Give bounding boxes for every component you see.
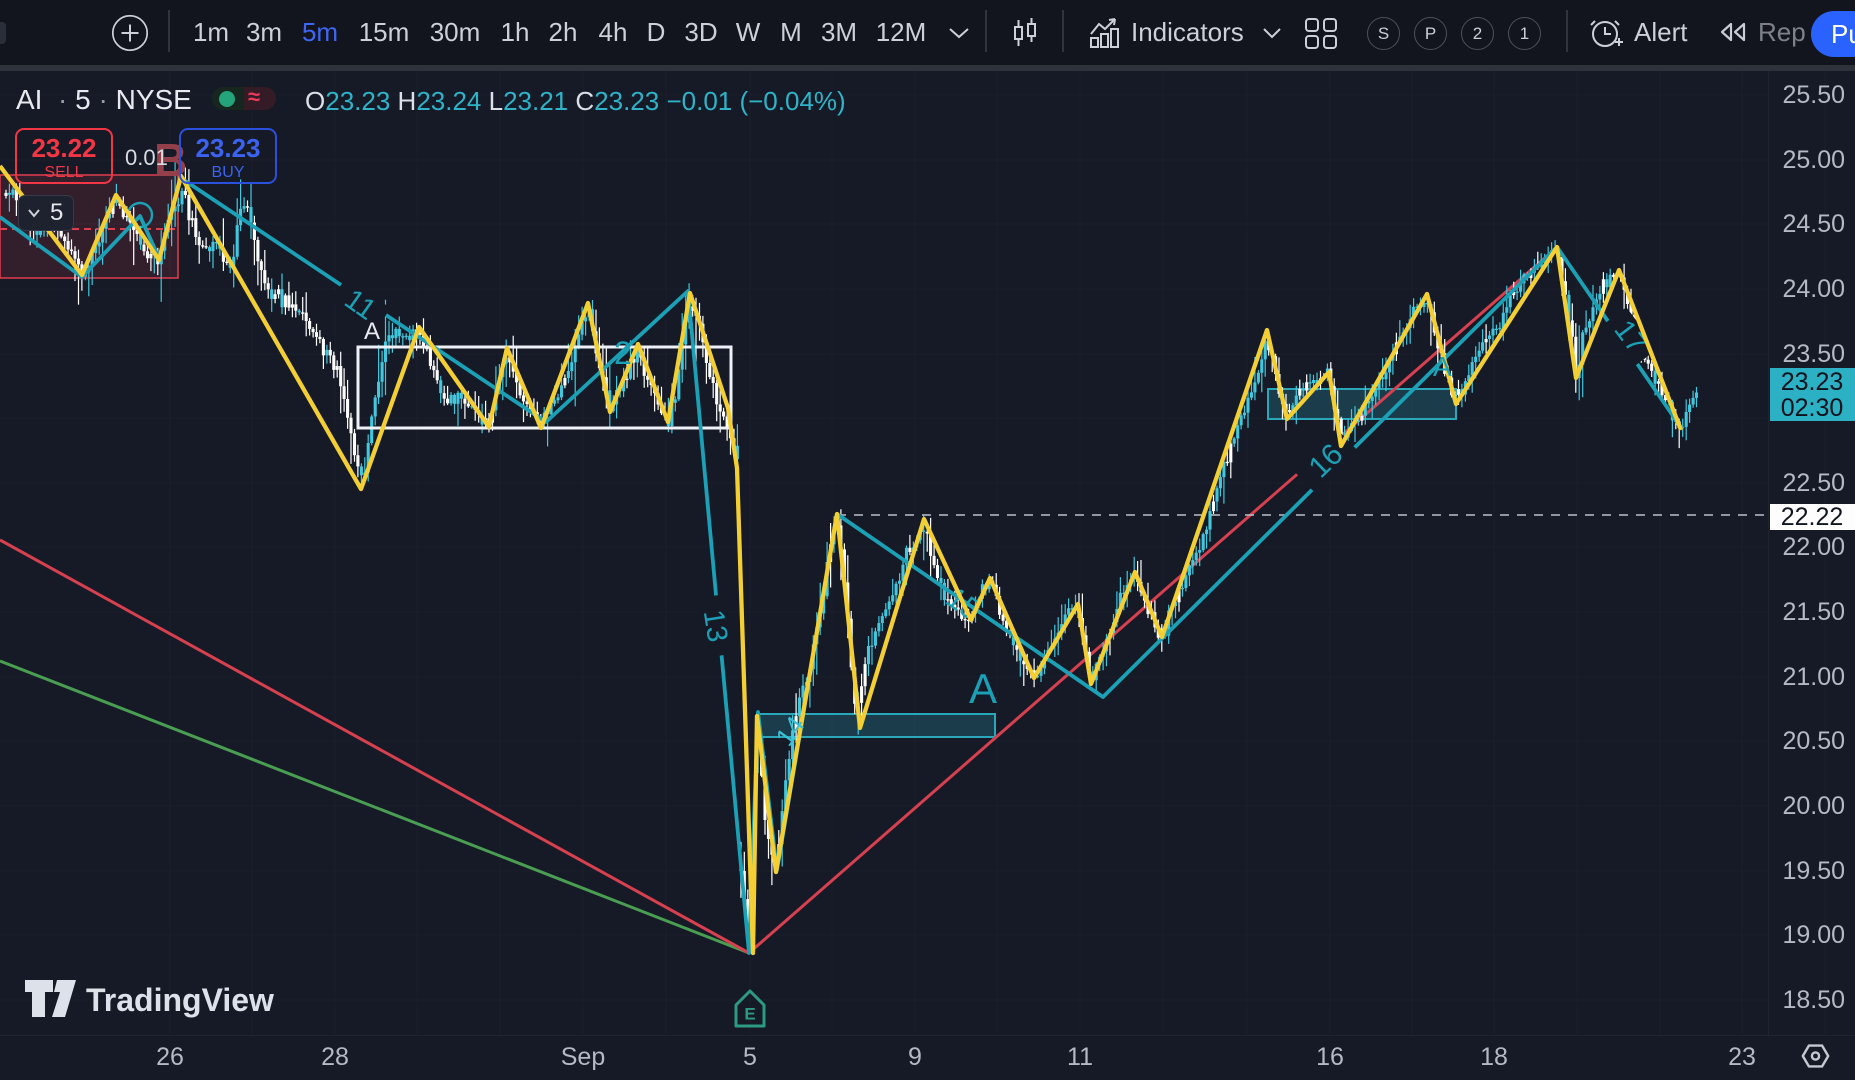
svg-text:16: 16 <box>1316 1043 1344 1071</box>
svg-text:22.00: 22.00 <box>1782 533 1845 561</box>
svg-text:25.00: 25.00 <box>1782 146 1845 174</box>
svg-text:24.00: 24.00 <box>1782 275 1845 303</box>
svg-text:TradingView: TradingView <box>86 982 274 1018</box>
svg-text:2: 2 <box>614 335 632 371</box>
svg-text:Sep: Sep <box>561 1043 605 1071</box>
svg-text:19.00: 19.00 <box>1782 921 1845 949</box>
svg-text:20.50: 20.50 <box>1782 727 1845 755</box>
svg-text:18.50: 18.50 <box>1782 986 1845 1014</box>
svg-text:23.50: 23.50 <box>1782 340 1845 368</box>
svg-text:11: 11 <box>1067 1043 1093 1071</box>
svg-text:5: 5 <box>743 1043 757 1071</box>
svg-text:20.00: 20.00 <box>1782 792 1845 820</box>
svg-text:25.50: 25.50 <box>1782 81 1845 109</box>
svg-text:21.50: 21.50 <box>1782 598 1845 626</box>
svg-text:9: 9 <box>908 1043 922 1071</box>
svg-text:21.00: 21.00 <box>1782 663 1845 691</box>
svg-text:13: 13 <box>697 608 734 645</box>
svg-text:E: E <box>744 1005 755 1024</box>
svg-text:19.50: 19.50 <box>1782 857 1845 885</box>
svg-text:22.50: 22.50 <box>1782 469 1845 497</box>
svg-text:22.22: 22.22 <box>1781 503 1844 531</box>
svg-text:26: 26 <box>156 1043 184 1071</box>
svg-text:24.50: 24.50 <box>1782 210 1845 238</box>
svg-text:18: 18 <box>1480 1043 1508 1071</box>
svg-text:28: 28 <box>321 1043 349 1071</box>
svg-text:A: A <box>364 318 380 345</box>
svg-text:23.23: 23.23 <box>1781 368 1844 396</box>
svg-text:A: A <box>969 665 997 712</box>
svg-text:23: 23 <box>1728 1043 1756 1071</box>
svg-text:02:30: 02:30 <box>1781 394 1844 422</box>
svg-text:A: A <box>1433 351 1452 382</box>
